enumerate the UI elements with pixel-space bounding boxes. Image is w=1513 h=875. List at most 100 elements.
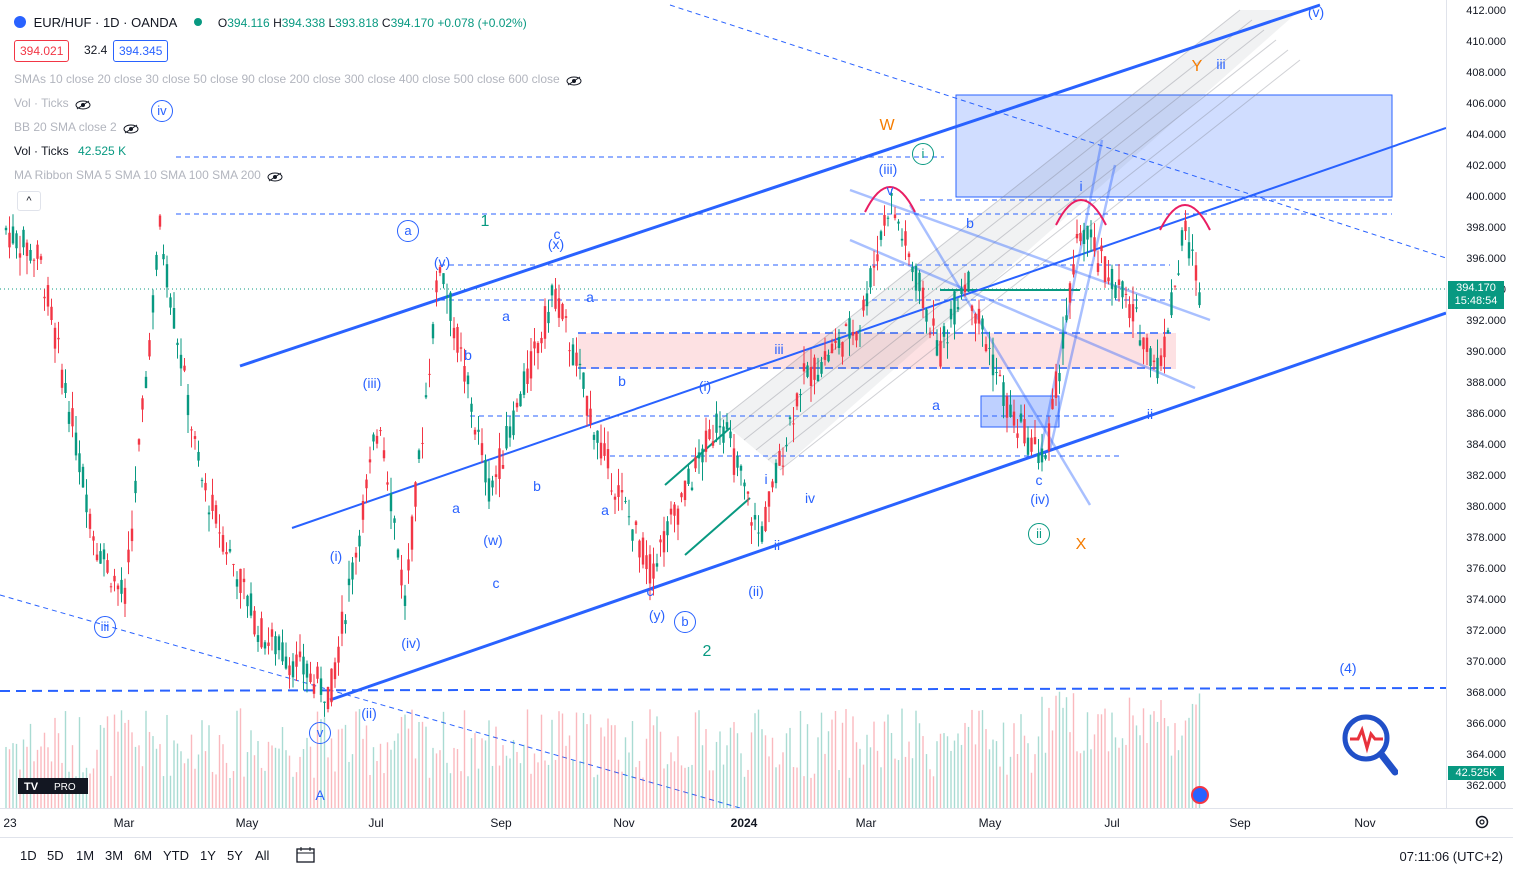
wave-label[interactable]: ii — [1028, 523, 1050, 545]
candle-body — [193, 436, 197, 439]
indicator-smas[interactable]: SMAs 10 close 20 close 30 close 50 close… — [14, 72, 582, 86]
range-button-ytd[interactable]: YTD — [163, 848, 189, 863]
wave-label[interactable]: b — [674, 611, 696, 633]
candle-body — [1107, 277, 1110, 282]
wave-label[interactable]: A — [315, 787, 325, 803]
wave-label[interactable]: b — [618, 373, 626, 389]
collapse-legend-button[interactable]: ^ — [17, 191, 41, 211]
indicator-vol[interactable]: Vol · Ticks 42.525 K — [14, 144, 127, 158]
wave-label[interactable]: i — [912, 143, 934, 165]
tradingview-logo[interactable]: TV PRO — [18, 778, 88, 799]
volume-bar — [152, 736, 154, 808]
range-button-1m[interactable]: 1M — [76, 848, 95, 863]
wave-label[interactable]: W — [879, 117, 895, 134]
wave-label[interactable]: i — [764, 471, 768, 487]
hidden-eye-icon[interactable] — [267, 171, 283, 182]
wave-label[interactable]: (w) — [483, 532, 503, 548]
wave-label[interactable]: c — [646, 583, 654, 599]
wave-label[interactable]: iii — [94, 616, 116, 638]
candle-body — [844, 324, 848, 327]
wave-label[interactable]: a — [452, 500, 460, 516]
wave-label[interactable]: a — [932, 397, 940, 413]
wave-label[interactable]: X — [1075, 536, 1087, 553]
volume-bar — [936, 741, 938, 808]
wave-label[interactable]: (iv) — [401, 635, 421, 651]
time-scale[interactable]: 23 Mar May Jul Sep Nov 2024 Mar May Jul Sep Nov — [0, 808, 1513, 837]
wave-label[interactable]: c — [1035, 472, 1043, 488]
date-range-icon[interactable] — [296, 846, 316, 869]
wave-label[interactable]: (i) — [698, 378, 712, 394]
wave-label[interactable]: a — [502, 308, 510, 324]
bid-price-box[interactable]: 394.021 — [14, 40, 70, 62]
wave-label[interactable]: iv — [151, 100, 173, 122]
volume-bar — [603, 736, 606, 808]
wave-label[interactable]: (ii) — [361, 705, 377, 721]
record-icon[interactable] — [1191, 786, 1209, 804]
wave-label[interactable]: a — [601, 502, 609, 518]
wave-label[interactable]: 1 — [480, 213, 490, 230]
hidden-eye-icon[interactable] — [75, 99, 91, 110]
range-button-1y[interactable]: 1Y — [200, 848, 216, 863]
indicator-ma-ribbon[interactable]: MA Ribbon SMA 5 SMA 10 SMA 100 SMA 200 — [14, 168, 283, 182]
gear-icon[interactable] — [1474, 814, 1490, 835]
wave-label[interactable]: b — [464, 347, 472, 363]
wave-label[interactable]: (ii) — [748, 583, 764, 599]
hidden-eye-icon[interactable] — [566, 75, 582, 86]
ohlc-values: O394.116 H394.338 L393.818 C394.170 +0.0… — [217, 16, 527, 30]
chart-area[interactable]: iv iii v A (i) (ii) (iii) (iv) (v) a 1 b a b a c (w) c (x)… — [0, 0, 1446, 808]
wave-label[interactable]: (iv) — [1030, 491, 1050, 507]
candle-body — [88, 513, 92, 529]
range-button-3m[interactable]: 3M — [105, 848, 124, 863]
wave-label[interactable]: iv — [804, 490, 816, 506]
range-button-5d[interactable]: 5D — [47, 848, 64, 863]
wave-label[interactable]: (4) — [1339, 660, 1357, 676]
volume-bar — [810, 777, 812, 808]
wave-label[interactable]: b — [966, 215, 974, 231]
wave-label[interactable]: v — [886, 182, 894, 198]
wave-label[interactable]: a — [397, 220, 419, 242]
candle-body — [974, 313, 977, 324]
range-button-all[interactable]: All — [255, 848, 270, 863]
candle-body — [799, 394, 802, 396]
wave-label[interactable]: b — [533, 478, 541, 494]
candle-body — [1016, 433, 1019, 438]
wave-label[interactable]: (iii) — [878, 161, 898, 177]
wave-label[interactable]: c — [553, 226, 561, 242]
volume-legend-value: 42.525 K — [78, 144, 127, 158]
wave-label[interactable]: iii — [1216, 56, 1226, 72]
wave-label[interactable]: a — [586, 289, 594, 305]
hidden-eye-icon[interactable] — [123, 123, 139, 134]
indicator-vol-hidden[interactable]: Vol · Ticks — [14, 96, 91, 110]
wave-label[interactable]: iii — [774, 341, 784, 357]
ask-price-box[interactable]: 394.345 — [113, 40, 169, 62]
wave-label[interactable]: (x) — [547, 236, 565, 252]
wave-label[interactable]: ii — [773, 537, 781, 553]
price-chart[interactable] — [0, 0, 1446, 808]
price-scale[interactable]: 412.000 410.000 408.000 406.000 404.000 402.0… — [1446, 0, 1513, 808]
candle-body — [778, 450, 781, 466]
symbol-title[interactable]: EUR/HUF · 1D · OANDA — [33, 15, 177, 30]
wave-label[interactable]: ii — [1146, 406, 1154, 422]
volume-bar — [652, 725, 655, 808]
wave-label[interactable]: (iii) — [362, 375, 382, 391]
candle-body — [1198, 292, 1201, 306]
range-button-5y[interactable]: 5Y — [227, 848, 243, 863]
wave-label[interactable]: c — [492, 575, 500, 591]
wave-label[interactable]: (y) — [648, 607, 666, 623]
indicator-bb[interactable]: BB 20 SMA close 2 — [14, 120, 139, 134]
wave-label[interactable]: i — [1079, 178, 1083, 194]
range-button-6m[interactable]: 6M — [134, 848, 153, 863]
wave-label[interactable]: v — [309, 722, 331, 744]
timezone-clock[interactable]: 07:11:06 (UTC+2) — [1399, 849, 1503, 864]
volume-bar — [971, 709, 973, 808]
volume-bar — [1156, 721, 1159, 808]
candle-body — [823, 351, 827, 360]
wave-label[interactable]: (v) — [1307, 4, 1325, 20]
wave-label[interactable]: Y — [1191, 58, 1203, 75]
range-button-1d[interactable]: 1D — [20, 848, 37, 863]
wave-label[interactable]: 2 — [702, 643, 712, 660]
zoom-icon[interactable] — [1342, 714, 1399, 781]
wave-label[interactable]: (v) — [433, 254, 451, 270]
candle-body — [197, 451, 200, 461]
wave-label[interactable]: (i) — [329, 548, 343, 564]
